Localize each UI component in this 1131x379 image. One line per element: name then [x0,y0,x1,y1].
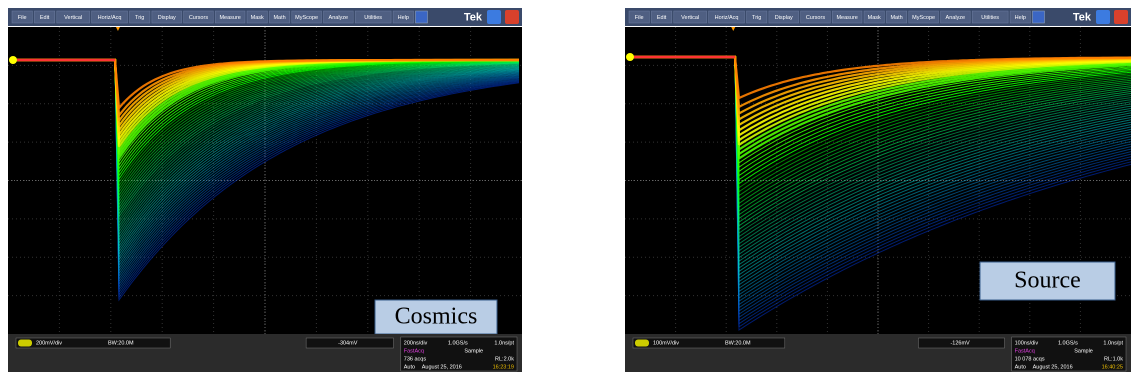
label: Source [1014,268,1081,294]
brand: Tek [1073,11,1092,23]
acq-count: 10 078 acqs [1015,356,1045,362]
menu-item[interactable]: Vertical [64,15,82,21]
menu-item[interactable]: Horiz/Acq [715,15,739,21]
label: Cosmics [395,304,478,330]
menu-item[interactable]: Math [273,15,285,21]
menu-item[interactable]: Help [398,15,409,21]
trigger-level: -304mV [338,340,358,346]
screenshot: File Edit Vertical Horiz/Acq Trig Display Curs… [0,0,1131,379]
brand: Tek [464,11,483,23]
menu-item[interactable]: Help [1015,15,1026,21]
minimize-button [487,10,501,24]
menu-item[interactable]: Display [158,15,176,21]
help-button [1033,11,1045,23]
menu-item[interactable]: Math [890,15,902,21]
bandwidth: BW:20.0M [108,340,134,346]
sample-rate: 1.0GS/s [1058,340,1078,346]
menu-item[interactable]: Measure [836,15,857,21]
date: August 25, 2016 [422,364,462,370]
bandwidth: BW:20.0M [725,340,751,346]
menu-item[interactable]: Cursors [806,15,826,21]
vertical-scale: 100mV/div [653,340,679,346]
scope-window: File Edit Vertical Horiz/Acq Trig Display Curs… [625,8,1131,372]
menu-item[interactable]: MyScope [912,15,935,21]
channel-badge [18,340,32,347]
time: 16:40:25 [1102,364,1123,370]
acq-mode: FastAcq [1015,348,1035,354]
record-length: RL:2.0k [495,356,514,362]
timebase: 200ns/div [404,340,428,346]
time: 16:23:19 [493,364,514,370]
menu-item[interactable]: Analyze [946,15,966,21]
acq-type: Sample [464,348,483,354]
trigger-mode: Auto [1015,364,1026,370]
menu-item[interactable]: Utilities [981,15,999,21]
menu-item[interactable]: Trig [135,15,144,21]
menu-item[interactable]: Display [775,15,793,21]
menu-item[interactable]: Horiz/Acq [98,15,122,21]
acq-type: Sample [1074,348,1093,354]
menu-item[interactable]: Analyze [329,15,349,21]
minimize-button [1096,10,1110,24]
menu-item[interactable]: Mask [251,15,264,21]
date: August 25, 2016 [1033,364,1073,370]
acq-mode: FastAcq [404,348,424,354]
menu-item[interactable]: File [18,15,27,21]
resolution: 1.0ns/pt [1103,340,1123,346]
menu-item[interactable]: Vertical [681,15,699,21]
acq-count: 736 acqs [404,356,427,362]
vertical-scale: 200mV/div [36,340,62,346]
menu-item[interactable]: File [635,15,644,21]
trigger-level: -126mV [950,340,970,346]
menu-item[interactable]: Edit [657,15,667,21]
close-button [1114,10,1128,24]
record-length: RL:1.0k [1104,356,1123,362]
menu-item[interactable]: Edit [40,15,50,21]
menu-item[interactable]: Utilities [364,15,382,21]
menu-item[interactable]: MyScope [295,15,318,21]
trigger-mode: Auto [404,364,415,370]
timebase: 100ns/div [1015,340,1039,346]
sample-rate: 1.0GS/s [448,340,468,346]
scope-window: File Edit Vertical Horiz/Acq Trig Display Curs… [8,8,522,372]
channel-badge [635,340,649,347]
resolution: 1.0ns/pt [494,340,514,346]
menu-item[interactable]: Cursors [189,15,209,21]
channel-marker [9,56,17,64]
menu-item[interactable]: Mask [868,15,881,21]
menu-item[interactable]: Measure [219,15,240,21]
channel-marker [626,53,634,61]
menu-item[interactable]: Trig [752,15,761,21]
help-button [416,11,428,23]
close-button [505,10,519,24]
